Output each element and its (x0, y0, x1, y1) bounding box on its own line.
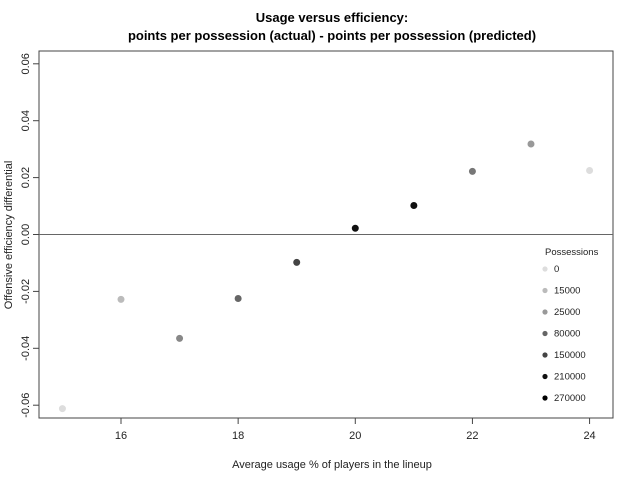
y-axis-label: Offensive efficiency differential (3, 161, 15, 310)
chart-subtitle: points per possession (actual) - points … (128, 28, 536, 43)
legend-swatch (542, 330, 548, 337)
chart-title: Usage versus efficiency: (256, 10, 408, 25)
x-tick-label: 18 (232, 430, 244, 442)
y-tick-label: -0.04 (20, 336, 32, 361)
y-tick-label: 0.06 (20, 53, 32, 74)
data-point (176, 334, 184, 342)
data-points (58, 140, 594, 413)
x-tick-label: 16 (115, 430, 127, 442)
data-point (527, 140, 535, 148)
legend-swatch (542, 287, 548, 294)
data-point (410, 201, 418, 209)
y-tick-label: 0.02 (20, 167, 32, 188)
legend-swatch (542, 266, 548, 272)
x-tick-label: 20 (349, 430, 361, 442)
y-tick-label: 0.04 (20, 110, 32, 131)
data-point (234, 295, 242, 303)
legend-entry-label: 25000 (554, 307, 580, 318)
legend-swatch (542, 309, 548, 315)
x-tick-label: 22 (466, 430, 478, 442)
data-point (117, 295, 125, 303)
data-point (586, 166, 594, 174)
x-tick-label: 24 (583, 430, 595, 442)
data-point (58, 405, 66, 413)
legend-swatch (542, 395, 548, 401)
y-tick-label: -0.02 (20, 279, 32, 304)
legend-entry-label: 270000 (554, 393, 586, 404)
x-axis-label: Average usage % of players in the lineup (232, 459, 432, 471)
data-point (351, 224, 359, 232)
legend-entry-label: 15000 (554, 286, 580, 297)
legend-entry-label: 210000 (554, 372, 586, 383)
legend: Possessions 0 15000 25000 80000 150000 210000… (542, 247, 599, 404)
x-axis: 16 18 20 22 24 (115, 418, 596, 442)
legend-entry-label: 150000 (554, 350, 586, 361)
y-tick-label: -0.06 (20, 393, 32, 418)
legend-swatch (542, 373, 548, 380)
legend-entry-label: 0 (554, 264, 559, 275)
data-point (468, 167, 476, 175)
data-point (293, 258, 301, 266)
legend-title: Possessions (545, 247, 599, 258)
legend-entry-label: 80000 (554, 329, 580, 340)
y-tick-label: 0.00 (20, 224, 32, 245)
y-axis: -0.06 -0.04 -0.02 0.00 0.02 0.04 0.06 (20, 53, 39, 418)
legend-swatch (542, 352, 548, 358)
